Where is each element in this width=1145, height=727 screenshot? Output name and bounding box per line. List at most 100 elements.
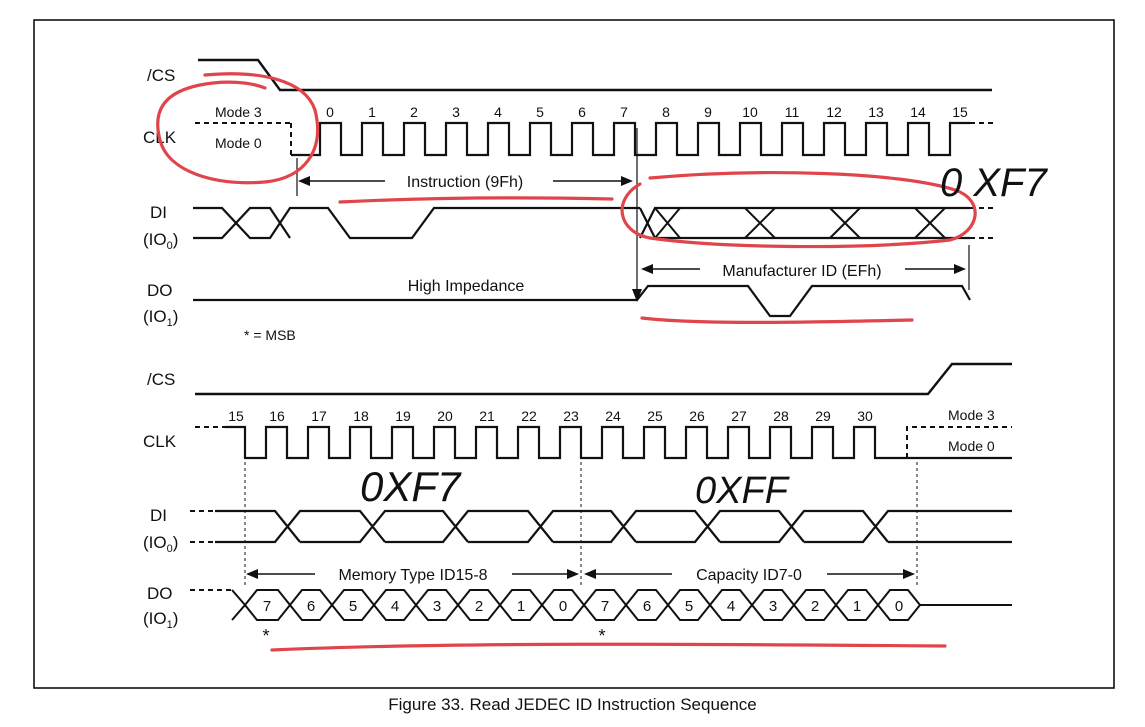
top-clk-signal (291, 121, 970, 157)
top-clk-number: 7 (620, 104, 628, 120)
handwritten-annotations (156, 72, 977, 652)
memory-type-arrowhead-left (246, 569, 258, 579)
top-do-sub: (IO1) (143, 307, 178, 329)
instruction-label: Instruction (9Fh) (407, 174, 523, 191)
top-clk-number: 1 (368, 104, 376, 120)
top-do-signal (193, 284, 971, 318)
bottom-mode3-label: Mode 3 (948, 407, 995, 423)
bottom-clk-number: 26 (689, 408, 705, 424)
top-mode3-label: Mode 3 (215, 104, 262, 120)
bottom-clk-label: CLK (143, 432, 177, 451)
do-bit: 0 (895, 598, 903, 615)
bottom-do-sub: (IO1) (143, 609, 178, 631)
do-bit: 7 (601, 598, 609, 615)
bottom-clk-number: 30 (857, 408, 873, 424)
bottom-cs-signal (195, 362, 1012, 396)
top-clk-numbers: 0 1 2 3 4 5 6 7 8 9 10 11 12 13 14 15 (326, 104, 968, 120)
instruction-arrowhead-left (298, 176, 310, 186)
bottom-cs-label: /CS (147, 370, 175, 389)
do-bit: 5 (349, 598, 357, 615)
top-clk-number: 2 (410, 104, 418, 120)
top-cs-signal (198, 58, 992, 92)
top-clk-number: 0 (326, 104, 334, 120)
memory-type-arrowhead-right (567, 569, 579, 579)
capacity-label: Capacity ID7-0 (696, 567, 802, 584)
bottom-clk-number: 22 (521, 408, 537, 424)
top-di-sub: (IO0) (143, 230, 178, 252)
bottom-clk-number: 24 (605, 408, 621, 424)
msb-note: * = MSB (244, 327, 296, 343)
top-di-crossings (654, 207, 970, 239)
annotation-mid-right: 0XFF (695, 470, 790, 512)
memory-type-label: Memory Type ID15-8 (338, 567, 487, 584)
bottom-clk-number: 23 (563, 408, 579, 424)
do-bit: 7 (263, 598, 271, 615)
do-bit: 5 (685, 598, 693, 615)
bottom-clk-number: 20 (437, 408, 453, 424)
bottom-clk-number: 29 (815, 408, 831, 424)
top-di-signal (193, 206, 970, 240)
bottom-clk-number: 15 (228, 408, 244, 424)
bottom-di-signal (215, 509, 1012, 544)
top-clk-number: 15 (952, 104, 968, 120)
top-clk-number: 8 (662, 104, 670, 120)
annotation-mid-left: 0XF7 (360, 463, 462, 510)
top-clk-number: 5 (536, 104, 544, 120)
bottom-clk-number: 27 (731, 408, 747, 424)
top-clk-number: 6 (578, 104, 586, 120)
capacity-arrowhead-left (584, 569, 596, 579)
di-circle (620, 171, 977, 249)
top-cs-label: /CS (147, 66, 175, 85)
bottom-mode0-label: Mode 0 (948, 438, 995, 454)
top-clk-number: 10 (742, 104, 758, 120)
bottom-do-bit-cells (231, 589, 1012, 621)
bottom-clk-number: 17 (311, 408, 327, 424)
top-clk-number: 12 (826, 104, 842, 120)
manufacturer-label: Manufacturer ID (EFh) (722, 263, 881, 280)
do-bit: 4 (727, 598, 735, 615)
bottom-underline (270, 642, 947, 652)
do-bit: 1 (517, 598, 525, 615)
do-start-arrowhead (632, 289, 642, 302)
manufacturer-arrowhead-left (641, 264, 653, 274)
bottom-clk-signal (225, 425, 1012, 460)
figure-border (33, 19, 1115, 689)
msb-marker: * (262, 626, 269, 646)
do-bit: 4 (391, 598, 399, 615)
msb-marker: * (598, 626, 605, 646)
do-bit: 3 (433, 598, 441, 615)
do-bit: 2 (475, 598, 483, 615)
annotation-top-right: 0 XF7 (940, 161, 1048, 205)
top-di-label: DI (150, 203, 167, 222)
top-clk-number: 14 (910, 104, 926, 120)
bottom-clk-number: 19 (395, 408, 411, 424)
top-clk-number: 11 (785, 104, 800, 120)
top-clk-number: 9 (704, 104, 712, 120)
manufacturer-arrowhead-right (954, 264, 966, 274)
top-clk-number: 4 (494, 104, 502, 120)
high-impedance-label: High Impedance (408, 278, 525, 295)
do-bit: 1 (853, 598, 861, 615)
bottom-di-label: DI (150, 506, 167, 525)
bottom-clk-number: 16 (269, 408, 285, 424)
bottom-clk-number: 25 (647, 408, 663, 424)
bottom-do-label: DO (147, 584, 173, 603)
top-mode0-label: Mode 0 (215, 135, 262, 151)
top-do-label: DO (147, 281, 173, 300)
do-bit: 0 (559, 598, 567, 615)
bottom-di-sub: (IO0) (143, 533, 178, 555)
bottom-clk-number: 21 (479, 408, 495, 424)
bottom-mode3-dashed (906, 426, 1012, 458)
mode-circle (156, 72, 320, 185)
capacity-arrowhead-right (903, 569, 915, 579)
bottom-clk-numbers: 15 16 17 18 19 20 21 22 23 24 25 26 27 2… (228, 408, 873, 424)
top-clk-number: 3 (452, 104, 460, 120)
do-underline (640, 316, 914, 324)
bottom-do-bits: 7 6 5 4 3 2 1 0 7 6 5 4 3 2 1 0 (263, 598, 903, 615)
bottom-clk-number: 18 (353, 408, 369, 424)
do-bit: 3 (769, 598, 777, 615)
do-bit: 6 (643, 598, 651, 615)
instruction-underline (338, 196, 614, 204)
top-clk-number: 13 (868, 104, 884, 120)
